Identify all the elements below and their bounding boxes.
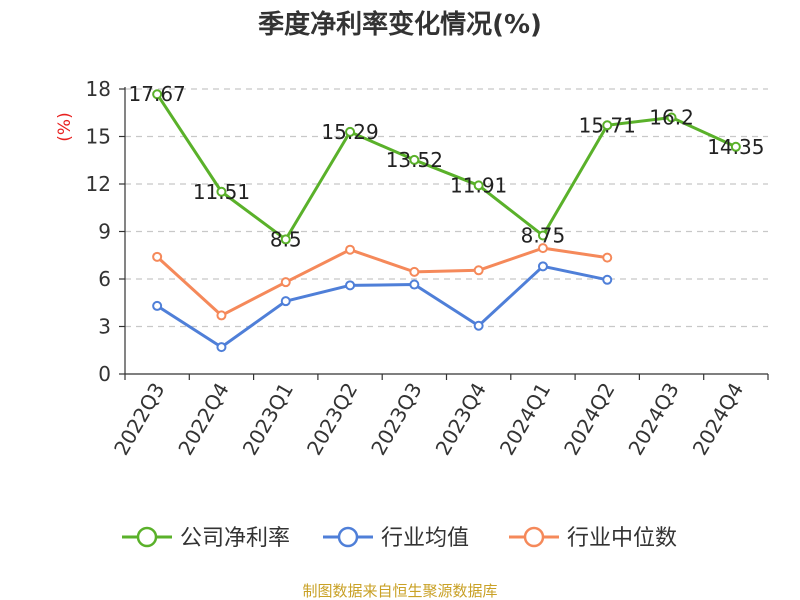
x-tick-labels: 2022Q3 2022Q4 2023Q1 2023Q2 2023Q3 2023Q4 2024…	[109, 379, 748, 460]
series-point	[345, 280, 356, 291]
x-tick-label: 2024Q4	[688, 379, 748, 460]
grid-lines	[125, 88, 768, 328]
series-line-2	[156, 246, 608, 317]
y-tick-label: 0	[98, 362, 111, 386]
y-tick-labels: 0 3 6 9 12 15 18	[86, 77, 111, 386]
x-tick-label: 2024Q3	[623, 379, 683, 460]
series-point	[409, 279, 420, 290]
y-tick-label: 12	[86, 172, 111, 196]
series-point	[152, 251, 163, 262]
series-line-0	[155, 93, 737, 241]
x-tick-label: 2023Q2	[302, 379, 362, 460]
legend: 公司净利率 行业均值 行业中位数	[122, 526, 677, 551]
source-note: 制图数据来自恒生聚源数据库	[302, 582, 497, 600]
axes	[119, 87, 769, 380]
x-tick-label: 2024Q1	[495, 379, 555, 460]
legend-label: 行业均值	[381, 526, 469, 551]
series-point	[602, 252, 613, 263]
legend-label: 公司净利率	[180, 526, 290, 551]
data-label: 17.67	[129, 82, 186, 106]
legend-label: 行业中位数	[567, 526, 677, 551]
series-point	[152, 89, 163, 100]
series-point	[473, 180, 484, 191]
series-point	[537, 261, 548, 272]
data-label: 11.51	[193, 180, 250, 204]
data-label: 15.29	[321, 120, 378, 144]
data-label: 14.35	[707, 135, 764, 159]
data-labels: 17.67 11.51 8.5 15.29 13.52 11.91 8.75 15.71 16.…	[129, 82, 765, 251]
series-point	[216, 342, 227, 353]
data-label: 13.52	[386, 148, 443, 172]
series-point	[602, 274, 613, 285]
series-point	[345, 244, 356, 255]
x-tick-label: 2023Q1	[238, 379, 298, 460]
x-tick-label: 2023Q3	[366, 379, 426, 460]
series-lines	[152, 89, 741, 353]
series-point	[216, 186, 227, 197]
series-point	[280, 234, 291, 245]
series-point	[537, 230, 548, 241]
series-point	[280, 296, 291, 307]
x-tick-label: 2024Q2	[559, 379, 619, 460]
data-label: 11.91	[450, 173, 507, 197]
series-point	[473, 320, 484, 331]
series-point	[473, 265, 484, 276]
series-point	[730, 141, 741, 152]
data-label: 8.75	[521, 223, 566, 247]
y-tick-label: 3	[98, 315, 111, 339]
x-tick-label: 2022Q3	[109, 379, 169, 460]
series-point	[152, 300, 163, 311]
chart-title: 季度净利率变化情况(%)	[258, 9, 542, 40]
legend-marker	[523, 526, 545, 548]
series-point	[666, 112, 677, 123]
legend-marker	[136, 526, 158, 548]
series-point	[602, 120, 613, 131]
series-point	[280, 277, 291, 288]
series-line-1	[156, 264, 608, 349]
series-point	[216, 310, 227, 321]
data-label: 15.71	[579, 113, 636, 137]
data-label: 8.5	[270, 227, 302, 251]
series-point	[409, 154, 420, 165]
y-axis-unit-label: (%)	[55, 112, 75, 141]
x-tick-label: 2023Q4	[431, 379, 491, 460]
series-point	[537, 243, 548, 254]
y-tick-label: 15	[86, 125, 111, 149]
y-tick-label: 6	[98, 267, 111, 291]
series-point	[409, 266, 420, 277]
legend-marker	[337, 526, 359, 548]
y-tick-label: 18	[86, 77, 111, 101]
y-tick-label: 9	[98, 220, 111, 244]
data-label: 16.2	[649, 106, 694, 130]
series-point	[345, 126, 356, 137]
x-tick-label: 2022Q4	[173, 379, 233, 460]
